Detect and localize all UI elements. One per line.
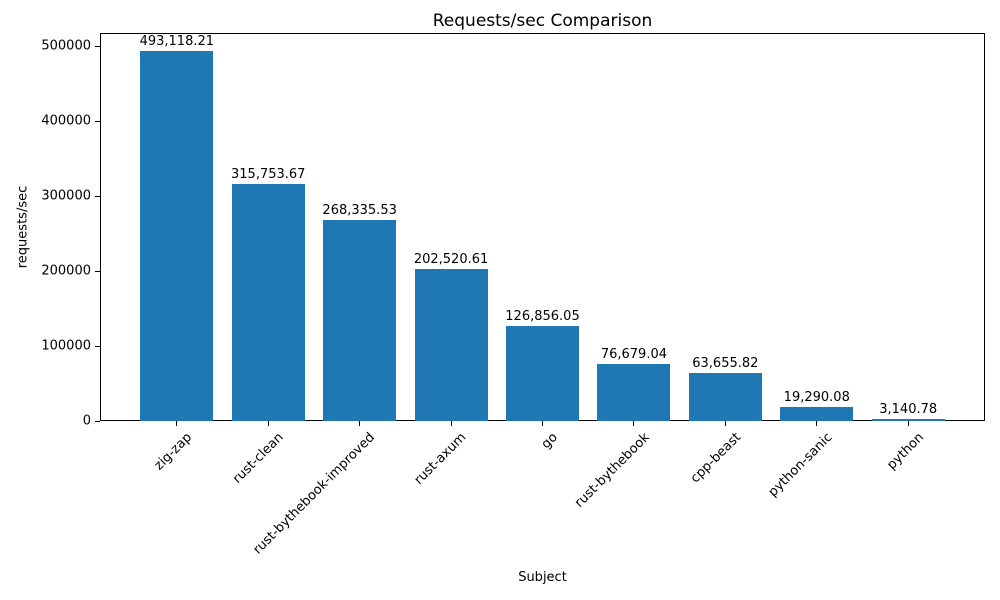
bar-value-label: 63,655.82: [692, 356, 759, 372]
x-tick-label: cpp-beast: [687, 430, 744, 487]
bar-value-label: 19,290.08: [783, 389, 850, 405]
x-tick-label: python: [884, 430, 927, 473]
x-tick-label: python-sanic: [765, 430, 836, 500]
bar: [140, 51, 214, 421]
x-tick-mark: [267, 421, 269, 426]
bar: [780, 406, 854, 421]
x-tick-mark: [633, 421, 635, 426]
y-tick-label: 500000: [41, 38, 91, 54]
y-tick-label: 100000: [41, 338, 91, 354]
bar-value-label: 3,140.78: [879, 401, 938, 417]
x-tick-mark: [907, 421, 909, 426]
y-tick-mark: [95, 195, 100, 197]
x-tick-mark: [542, 421, 543, 426]
bar-value-label: 202,520.61: [413, 252, 489, 268]
x-axis-label: Subject: [518, 570, 567, 585]
y-tick-mark: [95, 420, 100, 422]
x-tick-mark: [359, 421, 361, 426]
x-tick-mark: [724, 421, 726, 426]
bar: [871, 418, 945, 421]
bar-value-label: 268,335.53: [322, 202, 397, 218]
x-tick-mark: [816, 421, 818, 426]
x-tick-mark: [176, 421, 178, 426]
bar: [688, 373, 762, 421]
y-tick-mark: [95, 120, 100, 122]
bar-value-label: 126,856.05: [505, 308, 580, 324]
chart-title: Requests/sec Comparison: [432, 11, 653, 31]
x-tick-label: rust-clean: [230, 430, 287, 487]
bar: [597, 363, 671, 421]
bar-value-label: 76,679.04: [600, 346, 668, 362]
x-tick-label: go: [539, 430, 562, 453]
x-tick-label: rust-bythebook: [571, 430, 653, 511]
bar-value-label: 315,753.67: [231, 167, 306, 183]
y-tick-mark: [95, 345, 100, 347]
x-tick-mark: [450, 421, 452, 426]
bar: [505, 325, 580, 421]
y-tick-mark: [95, 270, 100, 272]
y-tick-mark: [95, 45, 100, 47]
x-tick-label: rust-axum: [411, 430, 470, 488]
bar: [231, 184, 305, 421]
x-tick-label: zig-zap: [151, 430, 196, 474]
y-axis-label: requests/sec: [15, 185, 31, 269]
bar: [414, 269, 488, 421]
y-tick-label: 200000: [41, 263, 91, 279]
y-tick-label: 400000: [41, 113, 91, 129]
bar: [323, 219, 397, 421]
y-tick-label: 0: [82, 413, 91, 429]
y-tick-label: 300000: [41, 188, 91, 204]
bar-value-label: 493,118.21: [139, 34, 215, 50]
